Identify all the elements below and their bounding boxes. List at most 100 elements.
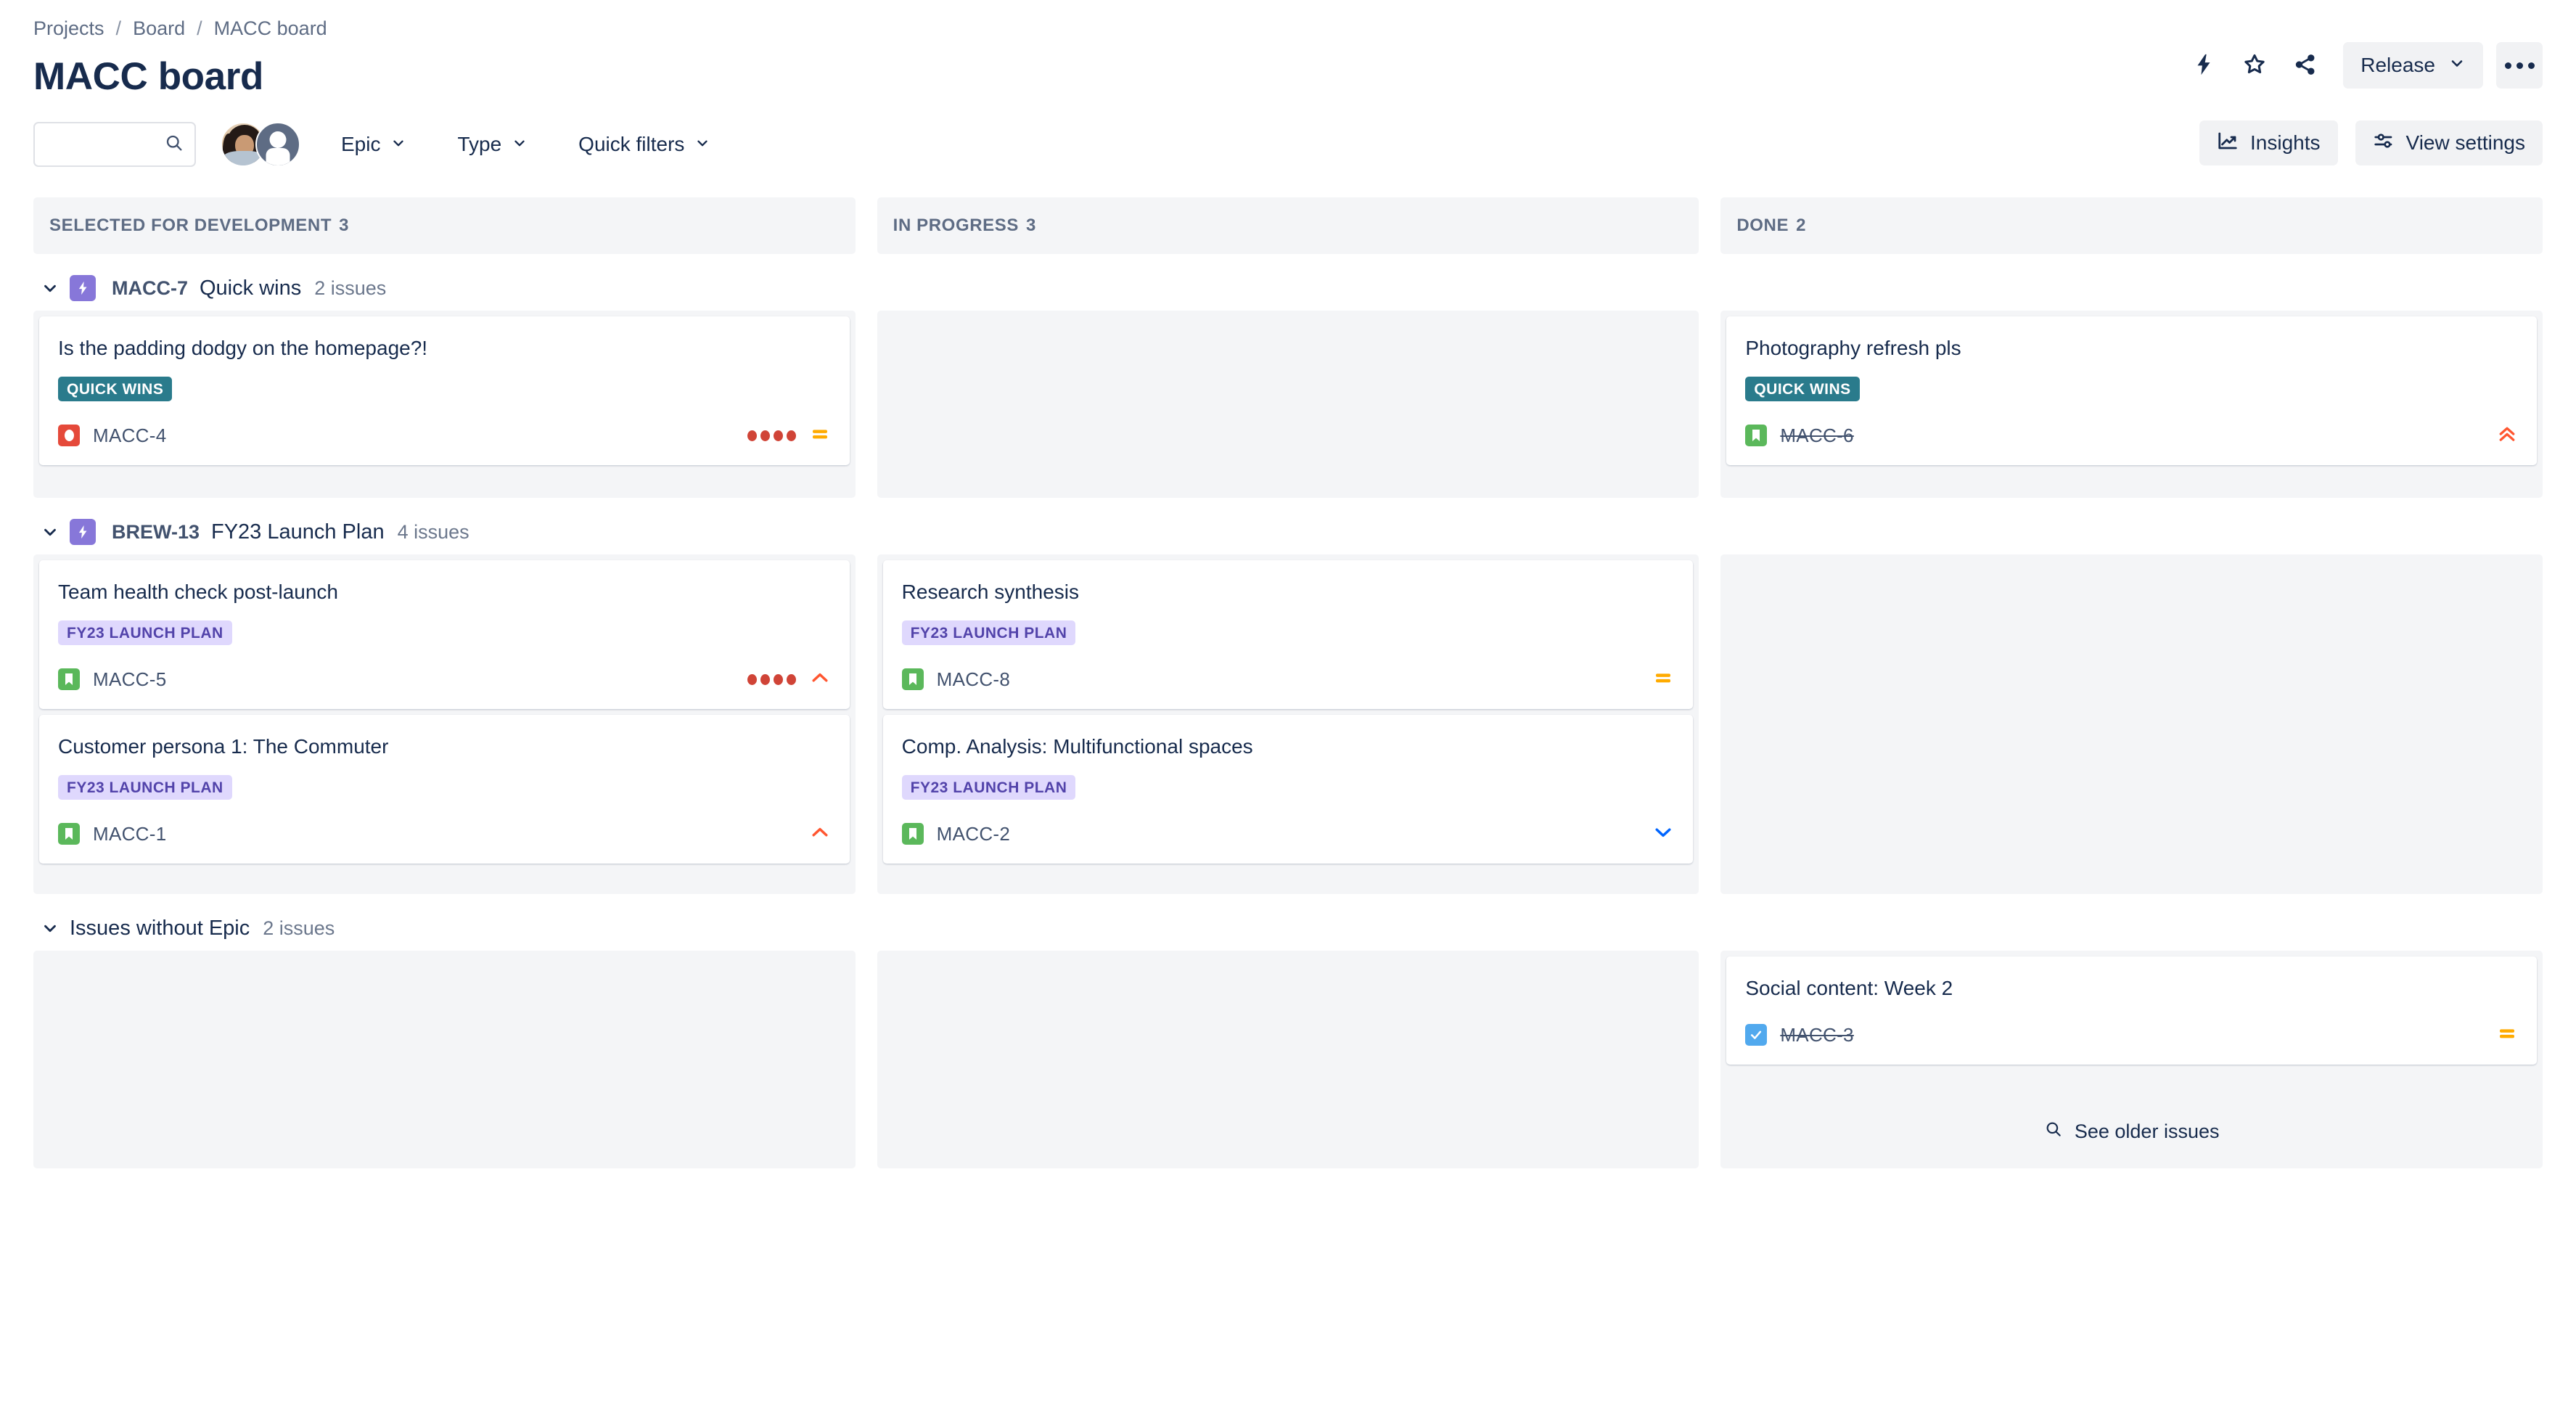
view-settings-label: View settings <box>2405 131 2525 154</box>
issue-card[interactable]: Social content: Week 2 MACC-3 <box>1726 956 2538 1065</box>
breadcrumb-separator: / <box>197 17 202 39</box>
issue-key[interactable]: MACC-5 <box>93 668 167 690</box>
column-count: 3 <box>1025 216 1036 235</box>
breadcrumb-separator: / <box>115 17 122 39</box>
lane-cell-selected-for-development[interactable]: Team health check post-launch FY23 LAUNCH… <box>33 554 856 894</box>
issue-card-title: Research synthesis <box>901 581 1080 603</box>
board: SELECTED FOR DEVELOPMENT 3 IN PROGRESS 3… <box>33 197 2543 1168</box>
issue-card[interactable]: Team health check post-launch FY23 LAUNCH… <box>39 560 850 709</box>
header-actions: Release <box>2175 42 2543 89</box>
ellipsis-icon <box>2504 62 2535 69</box>
swimlane-header[interactable]: Issues without Epic 2 issues <box>33 906 2543 951</box>
avatar-group <box>221 122 300 167</box>
insights-button[interactable]: Insights <box>2199 120 2338 165</box>
chevron-down-icon[interactable] <box>38 916 62 940</box>
lane-cell-selected-for-development[interactable]: Is the padding dodgy on the homepage?! QU… <box>33 311 856 498</box>
lane-cell-done[interactable]: Social content: Week 2 MACC-3 See older is… <box>1720 951 2543 1168</box>
page-header: Projects / Board / MACC board MACC board… <box>0 0 2576 99</box>
swimlane-header[interactable]: MACC-7 Quick wins 2 issues <box>33 266 2543 311</box>
lane-cell-done[interactable] <box>1720 554 2543 894</box>
issue-card-footer: MACC-6 <box>1745 420 2518 451</box>
issue-card[interactable]: Is the padding dodgy on the homepage?! QU… <box>39 316 850 465</box>
issue-type-story-icon <box>58 823 80 845</box>
priority-medium-icon <box>1652 667 1674 692</box>
issue-card-meta <box>1652 667 1674 692</box>
avatar-user-generic[interactable] <box>255 122 300 167</box>
issue-card-title: Photography refresh pls <box>1745 337 1961 359</box>
priority-highest-icon <box>2496 423 2518 448</box>
priority-medium-icon <box>2496 1022 2518 1048</box>
priority-high-icon <box>809 667 831 692</box>
lightning-icon <box>2191 52 2216 79</box>
chevron-down-icon[interactable] <box>38 276 62 300</box>
issue-type-story-icon <box>901 823 924 845</box>
breadcrumb-item-board[interactable]: Board <box>133 17 186 39</box>
lane-cell-done[interactable]: Photography refresh pls QUICK WINS MACC-6 <box>1720 311 2543 498</box>
issue-card-meta <box>747 423 831 448</box>
search-input[interactable] <box>45 132 160 157</box>
issue-key[interactable]: MACC-1 <box>93 822 167 845</box>
epic-filter-label: Epic <box>341 133 381 155</box>
epic-icon <box>70 519 96 545</box>
view-settings-button[interactable]: View settings <box>2355 120 2543 165</box>
card-epic-label[interactable]: FY23 LAUNCH PLAN <box>58 620 232 645</box>
swimlane-body: Social content: Week 2 MACC-3 See older is… <box>33 951 2543 1168</box>
issue-card[interactable]: Research synthesis FY23 LAUNCH PLAN MACC-8 <box>882 560 1694 709</box>
issue-key[interactable]: MACC-4 <box>93 424 167 446</box>
swimlane-header[interactable]: BREW-13 FY23 Launch Plan 4 issues <box>33 509 2543 554</box>
card-epic-label[interactable]: FY23 LAUNCH PLAN <box>901 775 1076 800</box>
swimlane-fy23-launch-plan: BREW-13 FY23 Launch Plan 4 issues Team heal… <box>33 509 2543 894</box>
share-icon <box>2293 52 2318 79</box>
star-icon <box>2241 52 2268 80</box>
issue-card[interactable]: Comp. Analysis: Multifunctional spaces FY… <box>882 715 1694 864</box>
swimlane-epic-name: FY23 Launch Plan <box>210 520 385 544</box>
breadcrumb-item-projects[interactable]: Projects <box>33 17 104 39</box>
issue-card-title: Is the padding dodgy on the homepage?! <box>58 337 428 359</box>
column-header-selected-for-development: SELECTED FOR DEVELOPMENT 3 <box>33 197 856 254</box>
lane-cell-in-progress[interactable] <box>877 951 1699 1168</box>
issue-card-title: Customer persona 1: The Commuter <box>58 735 389 758</box>
chevron-down-icon <box>512 133 528 156</box>
more-actions-button[interactable] <box>2496 42 2543 89</box>
issue-card-title: Comp. Analysis: Multifunctional spaces <box>901 735 1253 758</box>
swimlane-issues-without-epic: Issues without Epic 2 issues Social conten… <box>33 906 2543 1168</box>
swimlane-body: Is the padding dodgy on the homepage?! QU… <box>33 311 2543 498</box>
chevron-down-icon <box>390 133 406 156</box>
card-epic-label[interactable]: FY23 LAUNCH PLAN <box>58 775 232 800</box>
lane-cell-in-progress[interactable]: Research synthesis FY23 LAUNCH PLAN MACC-8… <box>877 554 1699 894</box>
issue-key[interactable]: MACC-6 <box>1780 424 1854 446</box>
card-epic-label[interactable]: QUICK WINS <box>1745 377 1860 401</box>
swimlane-epic-key[interactable]: BREW-13 <box>112 520 200 543</box>
issue-key[interactable]: MACC-8 <box>936 668 1011 690</box>
column-name: DONE <box>1736 216 1789 235</box>
issue-card-meta <box>809 821 831 847</box>
page-title: MACC board <box>33 55 263 98</box>
swimlane-epic-key[interactable]: MACC-7 <box>112 276 188 299</box>
lane-cell-in-progress[interactable] <box>877 311 1699 498</box>
lane-cell-selected-for-development[interactable] <box>33 951 856 1168</box>
card-epic-label[interactable]: FY23 LAUNCH PLAN <box>901 620 1076 645</box>
search-box[interactable] <box>33 122 196 167</box>
see-older-issues-link[interactable]: See older issues <box>1726 1101 2537 1163</box>
column-count: 3 <box>339 216 350 235</box>
issue-card[interactable]: Photography refresh pls QUICK WINS MACC-6 <box>1726 316 2538 465</box>
card-epic-label[interactable]: QUICK WINS <box>58 377 173 401</box>
lightning-icon-button[interactable] <box>2182 44 2226 87</box>
star-icon-button[interactable] <box>2233 44 2276 87</box>
insights-label: Insights <box>2250 131 2321 154</box>
breadcrumb-item-current[interactable]: MACC board <box>213 17 327 39</box>
issue-key[interactable]: MACC-3 <box>1780 1023 1854 1046</box>
sliders-icon <box>2373 130 2395 157</box>
quick-filters-dropdown[interactable]: Quick filters <box>568 126 721 163</box>
chevron-down-icon[interactable] <box>38 520 62 544</box>
issue-key[interactable]: MACC-2 <box>936 822 1011 845</box>
issue-card[interactable]: Customer persona 1: The Commuter FY23 LAU… <box>39 715 850 864</box>
chevron-down-icon <box>2448 54 2466 77</box>
board-view-actions: Insights View settings <box>2199 120 2543 165</box>
release-button[interactable]: Release <box>2343 42 2483 89</box>
swimlane-title: Issues without Epic <box>70 916 250 940</box>
type-filter-dropdown[interactable]: Type <box>447 126 538 163</box>
column-count: 2 <box>1796 216 1807 235</box>
share-icon-button[interactable] <box>2284 44 2327 87</box>
epic-filter-dropdown[interactable]: Epic <box>331 126 417 163</box>
